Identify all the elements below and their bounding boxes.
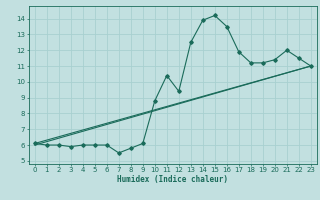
X-axis label: Humidex (Indice chaleur): Humidex (Indice chaleur) [117, 175, 228, 184]
